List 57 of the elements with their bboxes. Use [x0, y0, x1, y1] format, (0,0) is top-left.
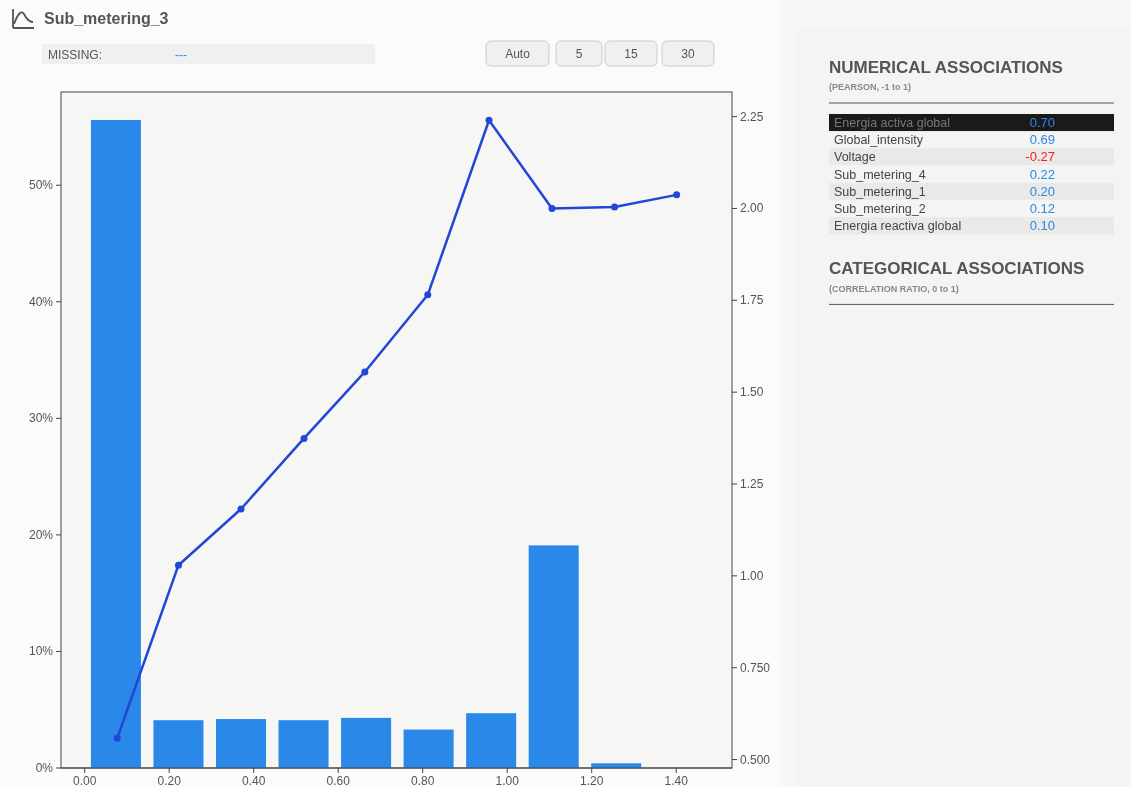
button: Auto — [485, 40, 550, 67]
text: NUMERICAL ASSOCIATIONS — [829, 58, 1063, 77]
data-label: 0.70 — [1029, 115, 1055, 130]
text: (CORRELATION RATIO, 0 to 1) — [829, 284, 959, 295]
data-label: 0.22 — [1029, 166, 1055, 182]
y-tick-label: 30% — [28, 411, 54, 426]
x-tick-label: 0.60 — [326, 774, 351, 787]
x-tick-label: 0.80 — [411, 774, 435, 787]
category-label: Energia activa global — [834, 116, 951, 130]
chart-title: Sub_metering_3 — [44, 10, 169, 27]
point — [113, 734, 121, 742]
y2-tick-label: 0.500 — [740, 752, 771, 767]
y2-tick-label: 1.75 — [740, 293, 764, 308]
y-tick-label: 50% — [28, 178, 54, 193]
point — [174, 561, 182, 569]
x-tick-label: 1.20 — [580, 774, 604, 787]
text: MISSING: — [48, 48, 103, 62]
x-tick-label: 1.40 — [664, 774, 689, 787]
category-label: Voltage — [834, 150, 876, 165]
y2-tick-label: 1.25 — [740, 477, 764, 492]
point — [300, 434, 308, 442]
data-label: 0.10 — [1029, 218, 1055, 234]
y-tick-label: 40% — [28, 294, 54, 309]
data-label: 0.69 — [1029, 132, 1055, 148]
category-label: Sub_metering_1 — [834, 184, 926, 199]
x-tick-label: 0.00 — [72, 774, 97, 787]
point — [361, 368, 369, 376]
point — [673, 191, 681, 199]
point — [485, 116, 493, 124]
data-label: 0.12 — [1029, 201, 1055, 216]
y2-tick-label: 2.00 — [740, 201, 764, 216]
point — [548, 204, 556, 212]
y2-tick-label: 2.25 — [740, 109, 764, 124]
y2-tick-label: 0.750 — [740, 660, 771, 675]
category-label: Sub_metering_2 — [834, 202, 926, 216]
x-tick-label: 0.20 — [157, 774, 182, 787]
y2-tick-label: 1.00 — [740, 568, 764, 583]
point — [611, 203, 619, 211]
x-tick-label: 1.00 — [495, 774, 520, 787]
text: (PEARSON, -1 to 1) — [829, 82, 912, 92]
category-label: Sub_metering_4 — [834, 167, 926, 182]
y-tick-label: 0% — [35, 761, 54, 775]
data-label: -0.27 — [1025, 149, 1055, 165]
data-label: 0.20 — [1029, 183, 1055, 199]
text: --- — [175, 48, 187, 62]
y-tick-label: 20% — [28, 527, 54, 542]
x-tick-label: 0.40 — [242, 774, 266, 787]
point — [424, 291, 432, 299]
y-tick-label: 10% — [28, 644, 54, 659]
point — [237, 505, 245, 513]
button: 15 — [604, 40, 658, 67]
y2-tick-label: 1.50 — [740, 385, 764, 400]
button: 5 — [555, 40, 603, 67]
category-label: Global_intensity — [834, 133, 924, 148]
category-label: Energia reactiva global — [834, 219, 962, 234]
text: CATEGORICAL ASSOCIATIONS — [829, 259, 1085, 279]
button: 30 — [661, 40, 715, 67]
